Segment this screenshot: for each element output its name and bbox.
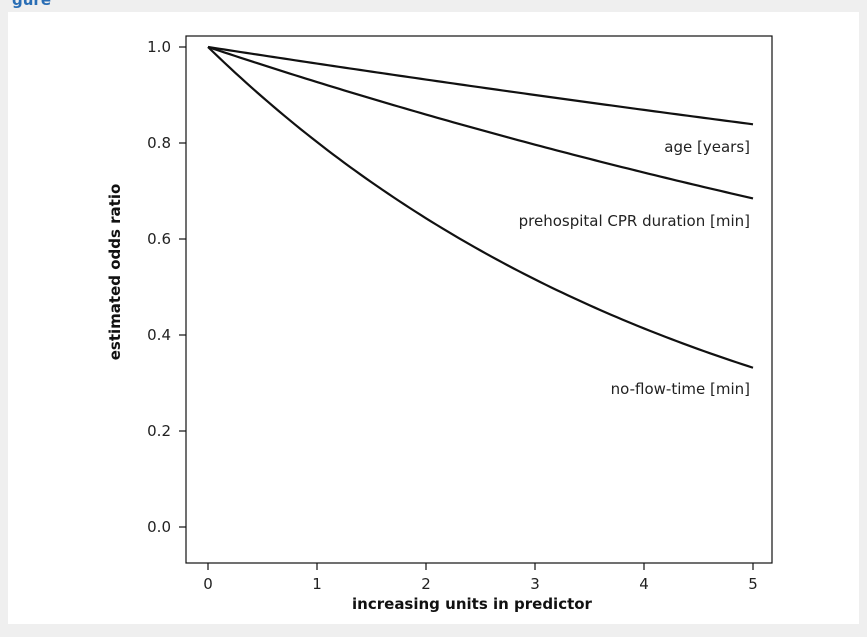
x-axis-title: increasing units in predictor: [352, 595, 593, 613]
header-strip: gure: [0, 0, 867, 12]
y-tick-label: 0.6: [147, 230, 171, 248]
y-tick-label: 0.0: [147, 518, 171, 536]
y-tick-label: 0.8: [147, 134, 171, 152]
figure-header-text: gure: [12, 0, 51, 9]
series-label-2: prehospital CPR duration [min]: [519, 212, 750, 230]
series-line-1: [207, 45, 754, 126]
series-lines: [207, 45, 754, 369]
y-tick-label: 0.4: [147, 326, 171, 344]
y-tick-label: 0.2: [147, 422, 171, 440]
x-axis: 0 1 2 3 4 5: [203, 563, 758, 593]
series-label-3: no-flow-time [min]: [611, 380, 750, 398]
x-tick-label: 0: [203, 575, 213, 593]
y-tick-label: 1.0: [147, 38, 171, 56]
y-axis: 0.0 0.2 0.4 0.6 0.8 1.0: [147, 38, 186, 536]
line-chart: 0 1 2 3 4 5 0.0 0.2 0.4 0.6 0.8 1.0 age [years] pre…: [106, 35, 773, 613]
y-axis-title: estimated odds ratio: [106, 184, 124, 361]
series-labels: age [years] prehospital CPR duration [min…: [519, 138, 750, 398]
x-tick-label: 2: [421, 575, 431, 593]
x-tick-label: 4: [639, 575, 649, 593]
series-label-1: age [years]: [664, 138, 750, 156]
x-tick-label: 5: [748, 575, 758, 593]
x-tick-label: 3: [530, 575, 540, 593]
chart-panel: 0 1 2 3 4 5 0.0 0.2 0.4 0.6 0.8 1.0 age [years] pre…: [8, 12, 859, 624]
series-line-3: [207, 46, 754, 369]
plot-frame: [185, 35, 773, 564]
series-line-2: [207, 45, 754, 200]
x-tick-label: 1: [312, 575, 322, 593]
